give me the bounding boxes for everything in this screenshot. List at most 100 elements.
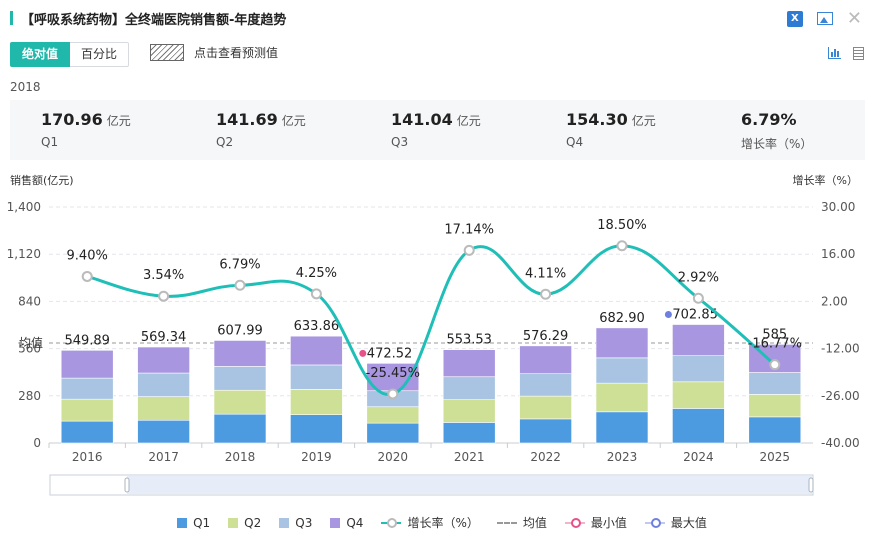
total-label: 553.53 — [446, 333, 492, 348]
bar-q2 — [213, 389, 267, 415]
summary-item: 6.79% 增长率（%） — [741, 110, 812, 152]
average-marker — [18, 339, 22, 346]
growth-label: 4.25% — [296, 266, 337, 281]
legend-max[interactable]: 最大值 — [644, 514, 707, 531]
summary-unit: 亿元 — [456, 114, 481, 128]
bar-q3 — [595, 357, 649, 384]
bar-q2 — [672, 381, 725, 409]
x-tick-label: 2018 — [225, 450, 256, 464]
summary-item: 170.96 亿元 Q1 — [41, 110, 131, 149]
total-label: 472.52 — [367, 346, 413, 361]
left-axis-title: 销售额(亿元) — [10, 174, 74, 187]
summary-value: 170.96 — [41, 110, 103, 129]
summary-year: 2018 — [10, 80, 41, 94]
hatch-pattern-icon — [150, 44, 184, 61]
bar-q4 — [213, 340, 267, 367]
summary-label: Q4 — [566, 135, 584, 149]
legend-growth[interactable]: 增长率（%） — [381, 514, 479, 531]
top-toolbar: X ✕ — [786, 8, 862, 29]
legend-q3[interactable]: Q3 — [279, 514, 312, 531]
summary-value: 141.04 — [391, 110, 453, 129]
bar-q3 — [137, 372, 190, 397]
tab-percent[interactable]: 百分比 — [70, 42, 130, 67]
y-tick-right: -12.00 — [821, 342, 860, 356]
x-tick-label: 2019 — [301, 450, 332, 464]
bar-chart-icon[interactable] — [828, 47, 841, 59]
y-tick-left: 280 — [18, 389, 41, 403]
table-icon[interactable] — [853, 47, 864, 60]
summary-item: 141.69 亿元 Q2 — [216, 110, 306, 149]
bar-q1 — [290, 414, 343, 444]
legend-avg[interactable]: 均值 — [496, 514, 547, 531]
y-tick-left: 840 — [18, 294, 41, 308]
legend-label: Q2 — [244, 515, 262, 530]
tab-absolute[interactable]: 绝对值 — [10, 42, 71, 67]
bar-q3 — [748, 372, 802, 395]
total-label: 585 — [762, 327, 787, 342]
y-tick-right: 30.00 — [821, 200, 855, 214]
legend-line — [644, 517, 665, 528]
growth-label: 4.11% — [525, 266, 566, 281]
forecast-toggle[interactable]: 点击查看预测值 — [150, 44, 278, 61]
summary-item: 154.30 亿元 Q4 — [566, 110, 656, 149]
bar-q2 — [366, 406, 420, 424]
legend-min[interactable]: 最小值 — [564, 514, 627, 531]
range-slider-handle-left[interactable] — [124, 477, 130, 493]
total-label: 633.86 — [294, 319, 340, 334]
growth-label: 6.79% — [219, 257, 260, 272]
growth-point — [387, 388, 399, 400]
summary-label: Q1 — [41, 135, 59, 149]
bar-q1 — [442, 422, 496, 444]
bar-q4 — [595, 327, 649, 359]
total-label: 607.99 — [217, 324, 263, 339]
legend-q2[interactable]: Q2 — [228, 514, 261, 531]
legend-swatch — [279, 517, 290, 528]
summary-panel: 170.96 亿元 Q1 141.69 亿元 Q2 141.04 亿元 Q3 154.… — [10, 100, 865, 160]
legend-q4[interactable]: Q4 — [330, 514, 363, 531]
legend-label: 最小值 — [590, 516, 627, 530]
x-tick-label: 2021 — [454, 450, 485, 464]
growth-point — [158, 290, 170, 302]
summary-unit: 亿元 — [106, 114, 131, 128]
bar-q1 — [213, 413, 267, 444]
growth-point — [540, 288, 552, 300]
legend-label: 均值 — [522, 516, 547, 530]
total-label: 569.34 — [141, 330, 187, 345]
legend-q1[interactable]: Q1 — [177, 514, 210, 531]
legend-label: 增长率（%） — [407, 516, 479, 530]
summary-label: Q3 — [391, 135, 409, 149]
image-icon[interactable] — [816, 12, 833, 25]
bar-q2 — [519, 395, 572, 420]
growth-label: 9.40% — [67, 248, 108, 263]
min-marker — [359, 349, 367, 357]
x-tick-label: 2022 — [530, 450, 561, 464]
growth-label: 18.50% — [597, 218, 647, 233]
summary-value: 154.30 — [566, 110, 628, 129]
y-tick-left: 1,400 — [7, 200, 41, 214]
bar-q1 — [672, 408, 725, 444]
x-tick-label: 2020 — [378, 450, 409, 464]
legend-label: Q4 — [346, 515, 364, 530]
y-tick-right: 16.00 — [821, 247, 855, 261]
page-title: 【呼吸系统药物】全终端医院销售额-年度趋势 — [21, 12, 287, 28]
excel-icon[interactable]: X — [786, 10, 803, 27]
bar-q3 — [60, 377, 114, 400]
x-tick-label: 2017 — [148, 450, 179, 464]
y-tick-right: 2.00 — [821, 294, 848, 308]
growth-label: -16.77% — [748, 337, 802, 352]
bar-q2 — [137, 396, 190, 421]
growth-point — [769, 359, 781, 371]
title-accent — [10, 11, 13, 25]
bar-q4 — [60, 350, 114, 379]
bar-q3 — [519, 373, 572, 397]
close-icon[interactable]: ✕ — [846, 8, 862, 29]
summary-unit: 亿元 — [281, 114, 306, 128]
range-slider-selection[interactable] — [127, 476, 812, 494]
right-axis-title: 增长率（%） — [792, 174, 858, 187]
title-bar: 【呼吸系统药物】全终端医院销售额-年度趋势 — [10, 8, 286, 28]
bar-q1 — [519, 418, 572, 444]
legend-swatch — [177, 517, 188, 528]
legend-label: Q1 — [193, 515, 211, 530]
legend-line — [381, 517, 402, 528]
range-slider-handle-right[interactable] — [808, 477, 814, 493]
